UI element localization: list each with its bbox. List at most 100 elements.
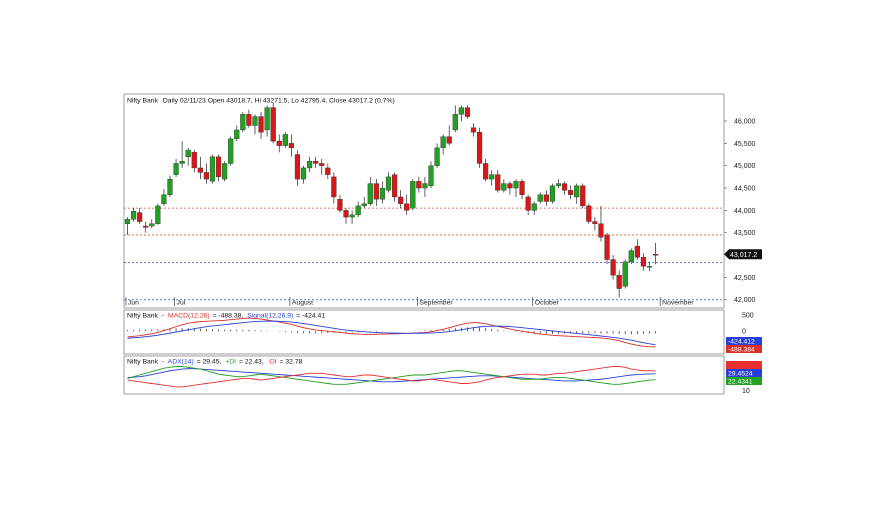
candle-body: [185, 149, 191, 157]
adx-value-tag-text: 29.4524: [728, 371, 753, 378]
month-label: Jul: [177, 300, 186, 307]
candle-body: [130, 211, 137, 220]
candle: [161, 188, 167, 206]
candle: [197, 156, 203, 180]
candle-body: [155, 205, 161, 224]
candle: [355, 201, 361, 218]
macd-lines: [127, 317, 656, 348]
candle: [561, 181, 568, 195]
candle-body: [349, 214, 355, 218]
candle-body: [404, 203, 410, 211]
candle-body: [604, 234, 610, 260]
candle-body: [592, 221, 598, 224]
candle: [476, 127, 483, 168]
candle: [410, 179, 416, 211]
candle: [507, 181, 513, 195]
candle-body: [161, 194, 167, 204]
candle-body: [634, 245, 640, 258]
candle-body: [385, 176, 392, 191]
price-header: Nifty Bank Daily 02/11/23 Open 43018.7, …: [127, 98, 395, 105]
candle: [652, 242, 659, 265]
price-y-axis: 46,000 45,500 45,000 44,500 44,000 43,500 42,5…: [724, 119, 756, 304]
candle-body: [367, 183, 373, 204]
candle-body: [331, 176, 337, 198]
candle: [337, 194, 343, 213]
candle: [282, 132, 288, 148]
candle-body: [458, 107, 464, 115]
candle-body: [422, 183, 428, 189]
candle-body: [440, 136, 446, 149]
candle: [398, 190, 404, 209]
candle: [489, 170, 495, 186]
candle: [288, 134, 294, 157]
candle: [173, 159, 179, 177]
candle-body: [610, 259, 616, 276]
macd-series-line: [127, 317, 656, 348]
candle: [434, 143, 440, 168]
adx-value-tag-text: 22.4341: [728, 379, 753, 386]
candle: [549, 183, 556, 204]
candle: [391, 172, 398, 202]
candle-body: [337, 199, 343, 211]
candle-body: [628, 250, 634, 262]
month-label: November: [662, 300, 694, 307]
candle-body: [470, 127, 477, 133]
candle-body: [446, 136, 452, 144]
candle-body: [294, 154, 301, 180]
candle: [440, 134, 446, 155]
candle-body: [240, 114, 246, 131]
candle: [222, 161, 228, 182]
candle-body: [519, 181, 525, 195]
candle: [446, 125, 452, 146]
month-label: October: [535, 300, 560, 307]
adx-header-dash: -: [162, 359, 164, 366]
candle-body: [507, 183, 513, 189]
candle: [300, 165, 307, 184]
macd-y-tick-label: 0: [742, 329, 746, 336]
candle: [234, 125, 240, 142]
candle-body: [555, 183, 562, 187]
candle: [604, 232, 610, 264]
candle-body: [252, 116, 258, 126]
candle: [580, 183, 586, 209]
price-header-ohlc: Daily 02/11/23 Open 43018.7, Hi 43271.5,…: [163, 98, 395, 105]
price-y-tick-label: 42,500: [734, 275, 756, 282]
candle-body: [264, 107, 270, 131]
adx-value-tag-bg: [726, 377, 762, 385]
candle: [294, 150, 301, 186]
candle: [628, 248, 634, 264]
candle: [531, 201, 537, 215]
candle-body: [434, 147, 440, 166]
candle: [331, 172, 337, 204]
candle: [143, 221, 149, 233]
adx-header: Nifty Bank - ADX(14) = 29.45, +DI = 22.4…: [127, 359, 303, 366]
macd-y-tick-label: 500: [742, 313, 754, 320]
candle-body: [203, 172, 210, 180]
candle-body: [379, 187, 386, 200]
candle-body: [646, 266, 653, 268]
macd-histogram: [127, 327, 656, 335]
candle: [258, 112, 264, 139]
candle: [367, 176, 373, 206]
candle-body: [483, 163, 489, 180]
candle: [428, 161, 434, 189]
candle: [179, 141, 185, 168]
adx-header-adx: ADX(14): [168, 359, 194, 366]
last-price-tag-shape: [724, 249, 762, 260]
candle-body: [313, 161, 319, 164]
price-x-axis: Jun Jul August September October November: [125, 297, 694, 307]
candle-body: [149, 223, 155, 227]
candle-body: [179, 161, 185, 164]
candle: [155, 203, 161, 225]
candle: [646, 261, 653, 271]
adx-lines: [127, 366, 656, 388]
candle: [568, 185, 574, 200]
candle-body: [173, 163, 179, 175]
last-price-tag: 43,017.2: [724, 249, 762, 260]
adx-series-line: [127, 368, 656, 383]
candle-body: [489, 174, 495, 180]
candle: [167, 175, 173, 197]
candle: [501, 179, 507, 193]
candle-body: [525, 196, 531, 211]
